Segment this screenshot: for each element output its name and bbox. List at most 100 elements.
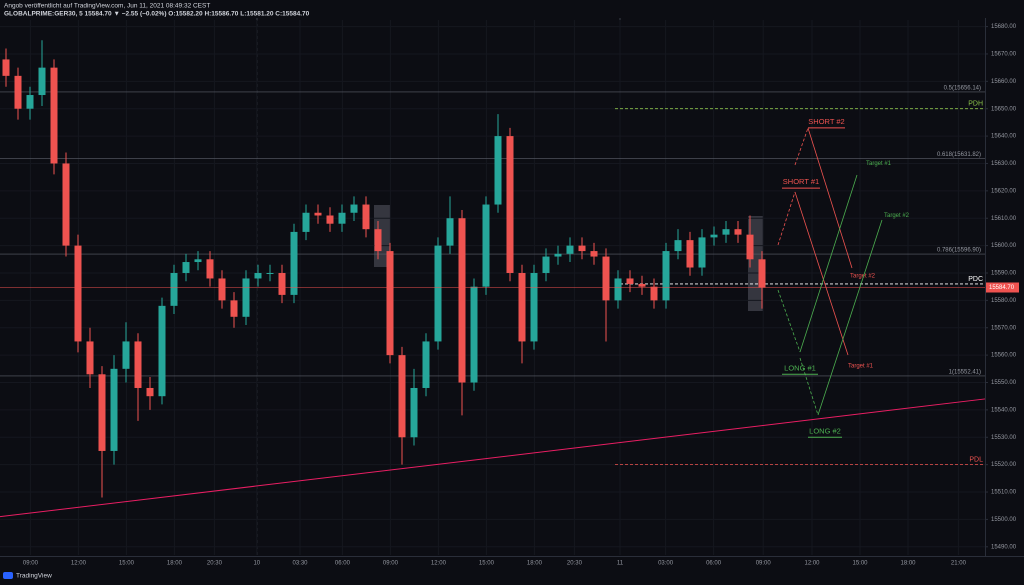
candle-body (506, 136, 514, 273)
candle-body (38, 67, 46, 96)
brand: TradingView (16, 573, 52, 580)
y-tick-label: 15620.00 (991, 188, 1017, 194)
candle-body (374, 229, 382, 252)
arrow (777, 191, 796, 246)
y-tick-label: 15630.00 (991, 161, 1017, 167)
last-price-box (986, 282, 1019, 293)
candle-body (518, 272, 526, 342)
candle-body (422, 341, 430, 388)
candle-body (2, 59, 10, 76)
candle-body (494, 136, 502, 205)
trend-line (0, 398, 986, 518)
candle-body (110, 368, 118, 451)
fib-label: 1(15552.41) (949, 369, 981, 375)
y-tick-label: 15610.00 (991, 216, 1017, 222)
x-tick-label: 03:00 (658, 561, 674, 567)
y-tick-label: 15650.00 (991, 106, 1017, 112)
x-tick-label: 10 (253, 561, 260, 567)
candle-body (722, 229, 730, 235)
candle-body (638, 283, 646, 287)
y-tick-label: 15570.00 (991, 325, 1017, 331)
x-tick-label: 09:00 (756, 561, 772, 567)
candle-body (590, 251, 598, 257)
y-tick-label: 15660.00 (991, 79, 1017, 85)
candle-body (26, 95, 34, 109)
candle-body (314, 212, 322, 216)
level-label: PDH (968, 101, 983, 108)
candle-body (674, 240, 682, 252)
x-tick-label: 18:00 (527, 561, 543, 567)
y-tick-label: 15490.00 (991, 544, 1017, 550)
candle-body (458, 218, 466, 383)
plot-layer: 15490.00 15500.00 15510.00 15520.00 15530.00… (0, 20, 1019, 567)
logo (3, 572, 13, 579)
y-tick-label: 15590.00 (991, 271, 1017, 277)
fib-label: 0.5(15656.14) (944, 85, 981, 91)
arrow (794, 127, 809, 166)
x-tick-label: 12:00 (431, 561, 447, 567)
y-tick-label: 15520.00 (991, 462, 1017, 468)
x-tick-label: 09:00 (383, 561, 399, 567)
candle-body (170, 272, 178, 306)
candle-body (14, 75, 22, 109)
target-label: Target #2 (850, 273, 876, 279)
y-tick-label: 15670.00 (991, 52, 1017, 58)
candle-body (554, 253, 562, 257)
candle-body (74, 245, 82, 342)
y-tick-label: 15530.00 (991, 435, 1017, 441)
x-tick-label: 15:00 (852, 561, 868, 567)
candle-body (134, 341, 142, 388)
trade-label: LONG #1 (784, 363, 816, 372)
candle-body (86, 341, 94, 375)
candle-body (530, 272, 538, 342)
fib-label: 0.618(15631.82) (937, 152, 981, 158)
trade-label: SHORT #1 (783, 177, 819, 186)
candle-body (278, 272, 286, 295)
x-tick-label: 11 (617, 561, 624, 567)
x-tick-label: 06:00 (706, 561, 722, 567)
candle-body (566, 245, 574, 254)
candle-body (746, 234, 754, 260)
candle-body (734, 229, 742, 235)
candle-body (326, 215, 334, 224)
x-tick-label: 20:30 (207, 561, 223, 567)
y-tick-label: 15600.00 (991, 243, 1017, 249)
candle-body (206, 259, 214, 279)
candle-body (542, 256, 550, 273)
arrow (799, 174, 858, 353)
x-tick-label: 18:00 (167, 561, 183, 567)
candle-body (386, 251, 394, 356)
candle-body (242, 278, 250, 317)
target-label: Target #1 (848, 364, 874, 370)
candle-body (182, 262, 190, 273)
trade-arrows (777, 127, 883, 416)
symbol-info: GLOBALPRIME:GER30, 5 15584.70 ▼ −2.55 (−… (4, 11, 310, 18)
candle-body (410, 387, 418, 438)
candle-body (626, 278, 634, 284)
candle-body (266, 272, 274, 274)
y-tick-label: 15510.00 (991, 490, 1017, 496)
last-price-label: 15584.70 (989, 285, 1015, 291)
candle-body (434, 245, 442, 342)
arrow (794, 191, 849, 356)
candle-body (230, 300, 238, 317)
y-tick-label: 15680.00 (991, 24, 1017, 30)
trade-label: SHORT #2 (808, 117, 844, 126)
y-tick-label: 15580.00 (991, 298, 1017, 304)
candle-body (662, 251, 670, 301)
x-tick-label: 15:00 (119, 561, 135, 567)
y-tick-label: 15540.00 (991, 407, 1017, 413)
candle-body (98, 374, 106, 451)
x-tick-label: 03:30 (292, 561, 308, 567)
candle-body (362, 204, 370, 230)
candle-body (338, 212, 346, 224)
candle-body (614, 278, 622, 301)
target-label: Target #2 (884, 213, 910, 219)
x-tick-label: 20:30 (567, 561, 583, 567)
level-label: PDL (969, 456, 983, 463)
target-label: Target #1 (866, 161, 892, 167)
arrow (807, 127, 853, 269)
